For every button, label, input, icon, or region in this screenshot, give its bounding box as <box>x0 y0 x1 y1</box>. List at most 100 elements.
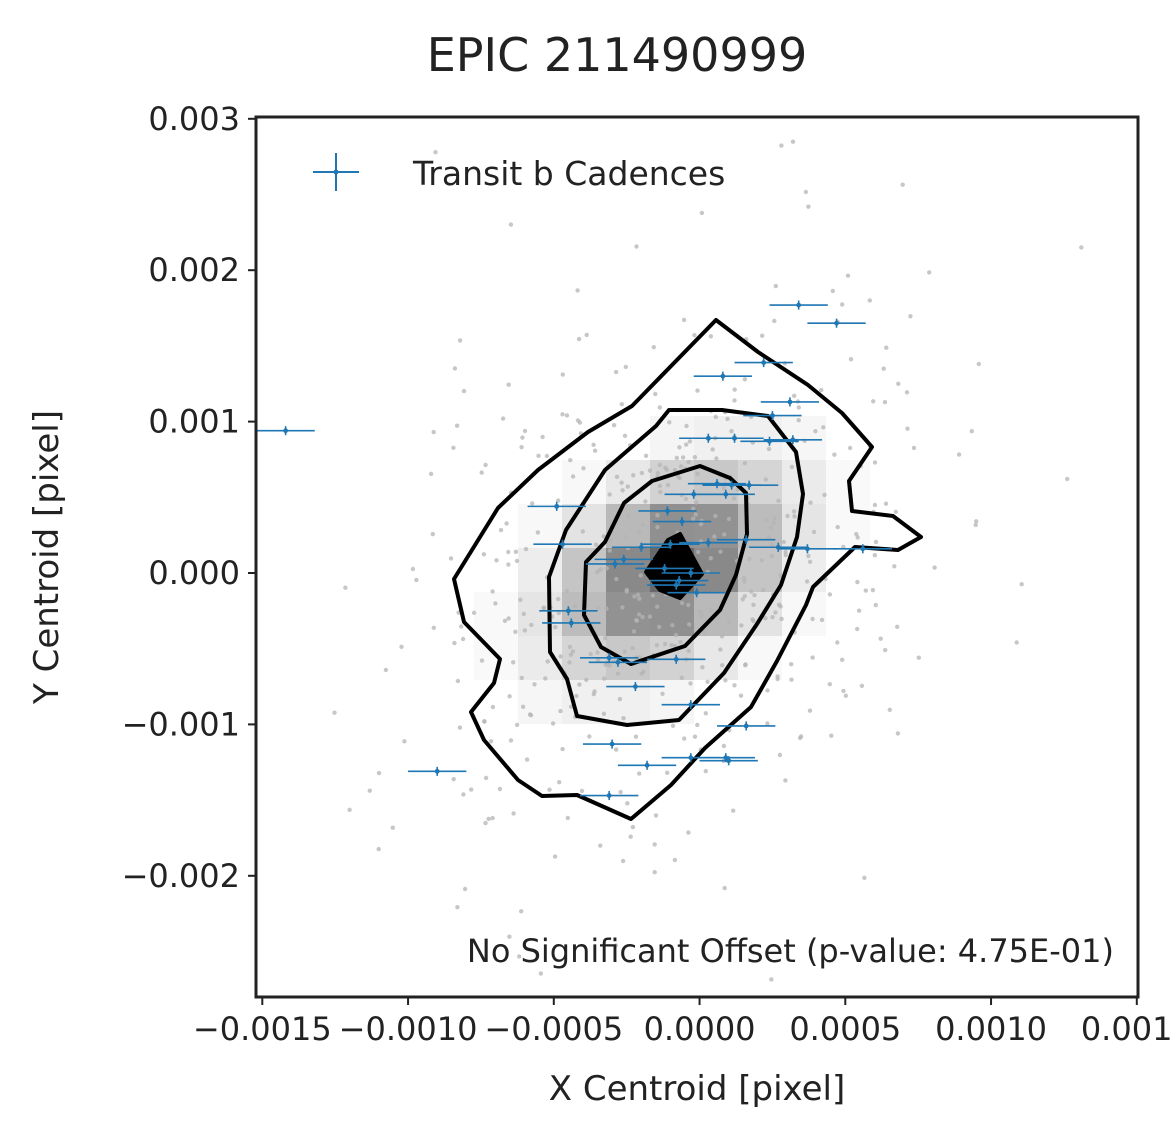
contour-outer <box>452 318 923 821</box>
background-point <box>843 693 848 698</box>
transit-point <box>696 753 755 763</box>
background-point <box>581 466 586 471</box>
background-point <box>500 416 506 421</box>
background-point <box>769 977 774 982</box>
background-point <box>739 623 744 628</box>
background-point <box>765 721 770 726</box>
x-axis-label: X Centroid [pixel] <box>549 1069 846 1109</box>
background-point <box>680 455 686 460</box>
background-point <box>620 605 625 610</box>
background-point <box>630 824 636 830</box>
background-point <box>789 464 795 470</box>
background-point <box>625 801 630 806</box>
background-point <box>732 387 737 392</box>
background-point <box>718 549 723 554</box>
transit-point <box>527 501 586 511</box>
background-point <box>687 439 693 444</box>
histogram-cell <box>606 592 650 636</box>
background-point <box>791 509 797 514</box>
background-point <box>552 854 558 859</box>
background-point <box>639 470 645 476</box>
background-point <box>544 453 550 459</box>
transit-marker <box>560 541 565 547</box>
background-point <box>679 600 685 606</box>
transit-point <box>580 791 639 801</box>
background-point <box>872 502 878 508</box>
background-point <box>611 423 617 428</box>
background-point <box>789 662 794 667</box>
background-point <box>615 671 621 676</box>
background-point <box>722 532 727 537</box>
background-point <box>643 499 648 504</box>
transit-point <box>661 568 720 578</box>
background-point <box>973 522 978 528</box>
background-point <box>761 587 766 593</box>
background-point <box>766 446 772 452</box>
background-point <box>603 636 608 641</box>
transit-point <box>652 516 712 527</box>
background-point <box>835 640 840 645</box>
background-point <box>655 513 660 518</box>
transit-point <box>763 435 822 445</box>
background-point <box>932 565 937 570</box>
background-point <box>663 465 668 470</box>
background-point <box>607 548 612 553</box>
background-point <box>483 820 488 826</box>
transit-marker <box>691 491 697 497</box>
background-point <box>783 552 788 558</box>
background-point <box>881 366 886 371</box>
background-point <box>332 710 337 715</box>
background-point <box>657 405 662 410</box>
x-tick-label: 0.0015 <box>1081 1010 1170 1048</box>
transit-point <box>705 433 764 443</box>
background-point <box>878 636 883 641</box>
background-point <box>871 399 876 404</box>
background-point <box>773 610 778 615</box>
background-point <box>647 468 653 473</box>
background-point <box>652 870 657 875</box>
background-point <box>520 435 525 440</box>
background-point <box>678 464 684 469</box>
background-point <box>632 594 637 599</box>
transit-point <box>717 535 776 545</box>
background-point <box>835 524 840 530</box>
transit-point <box>743 411 802 421</box>
background-point <box>513 629 518 634</box>
background-point <box>469 787 474 792</box>
background-point <box>614 747 619 752</box>
transit-point <box>606 682 665 692</box>
background-point <box>402 739 407 744</box>
background-point <box>431 625 436 630</box>
background-point <box>769 553 774 558</box>
histogram-cell <box>518 680 562 724</box>
background-point <box>669 642 674 648</box>
background-point <box>652 842 657 847</box>
background-point <box>778 573 783 578</box>
background-point <box>399 644 404 649</box>
background-point <box>770 615 775 620</box>
background-point <box>504 521 509 526</box>
background-point <box>741 575 746 581</box>
background-point <box>720 663 725 668</box>
background-point <box>577 682 582 687</box>
background-point <box>792 393 797 398</box>
background-point <box>819 387 824 393</box>
transit-marker <box>746 482 752 488</box>
background-point <box>911 445 917 451</box>
histogram-cell <box>606 460 650 504</box>
background-point <box>613 943 619 948</box>
transit-point <box>635 563 694 573</box>
background-point <box>637 771 642 776</box>
background-point <box>647 614 653 619</box>
background-point <box>483 775 489 781</box>
background-point <box>742 593 747 599</box>
background-point <box>827 592 833 597</box>
background-point <box>841 688 846 694</box>
background-point <box>654 643 660 648</box>
background-point <box>431 429 436 435</box>
background-point <box>686 830 691 835</box>
background-point <box>625 484 630 489</box>
transit-marker <box>688 570 694 576</box>
background-point <box>607 492 612 497</box>
background-point <box>604 606 609 611</box>
